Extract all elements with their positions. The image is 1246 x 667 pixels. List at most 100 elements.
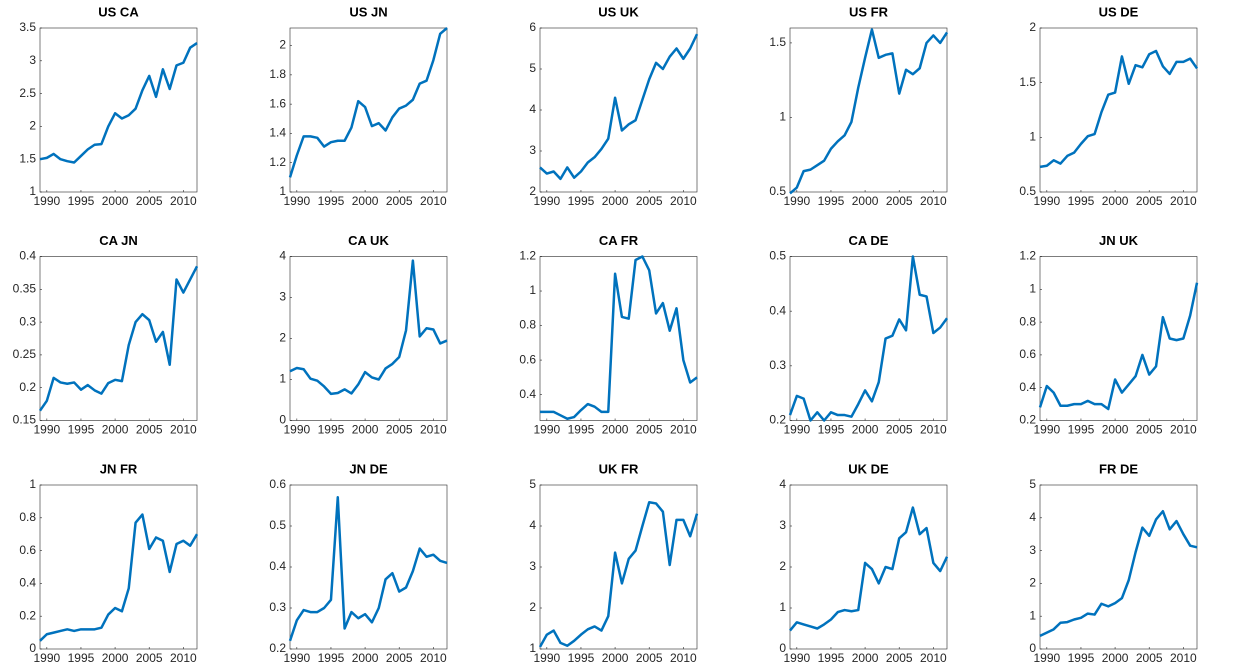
y-tick-label: 1.6 xyxy=(269,96,286,110)
x-tick-label: 1990 xyxy=(33,194,60,208)
y-tick-label: 2 xyxy=(529,600,536,614)
x-tick-label: 1990 xyxy=(533,423,560,437)
series-line xyxy=(788,255,949,422)
y-tick-label: 5 xyxy=(1029,477,1036,491)
x-tick-label: 2000 xyxy=(852,651,879,665)
x-tick-label: 2000 xyxy=(602,423,629,437)
panel-title: CA DE xyxy=(849,233,889,248)
y-tick-label: 4 xyxy=(779,477,786,491)
x-tick-label: 2010 xyxy=(170,423,197,437)
series-line xyxy=(289,259,448,396)
y-tick-label: 0.6 xyxy=(1019,347,1036,361)
y-tick-label: 0 xyxy=(279,413,286,427)
series-line xyxy=(1039,49,1199,169)
y-tick-label: 3 xyxy=(779,518,786,532)
y-tick-label: 3 xyxy=(1029,543,1036,557)
plot-area xyxy=(1039,484,1198,650)
series-line xyxy=(538,500,699,648)
y-tick-label: 0.8 xyxy=(519,318,536,332)
x-tick-label: 2005 xyxy=(1136,194,1163,208)
series-line xyxy=(1038,282,1199,411)
x-tick-label: 1995 xyxy=(318,423,345,437)
series-line xyxy=(540,255,698,421)
x-tick-label: 1990 xyxy=(33,651,60,665)
y-tick-label: 0.5 xyxy=(769,184,786,198)
y-tick-label: 1.5 xyxy=(1019,75,1036,89)
x-tick-label: 1995 xyxy=(568,651,595,665)
y-tick-label: 1 xyxy=(1029,281,1036,295)
x-tick-label: 2005 xyxy=(386,194,413,208)
plot-area xyxy=(39,27,198,193)
y-tick-label: 0.4 xyxy=(519,387,536,401)
x-tick-label: 2010 xyxy=(420,194,447,208)
y-tick-label: 1 xyxy=(779,600,786,614)
panel-title: FR DE xyxy=(1099,461,1138,476)
y-tick-label: 1 xyxy=(529,283,536,297)
x-tick-label: 1995 xyxy=(68,423,95,437)
y-tick-label: 2 xyxy=(279,331,286,345)
y-tick-label: 0.8 xyxy=(19,510,36,524)
x-tick-label: 2010 xyxy=(670,651,697,665)
y-tick-label: 0.5 xyxy=(769,249,786,263)
y-tick-label: 1.4 xyxy=(269,126,286,140)
plot-area xyxy=(289,484,448,650)
x-tick-label: 2010 xyxy=(1170,423,1197,437)
panel-title: US FR xyxy=(849,4,889,19)
x-tick-label: 1995 xyxy=(318,194,345,208)
x-tick-label: 1995 xyxy=(568,194,595,208)
x-tick-label: 2010 xyxy=(420,423,447,437)
x-tick-label: 2000 xyxy=(102,194,129,208)
y-tick-label: 0.25 xyxy=(13,347,37,361)
x-tick-label: 2000 xyxy=(102,651,129,665)
x-tick-label: 1995 xyxy=(68,651,95,665)
x-tick-label: 1995 xyxy=(818,194,845,208)
x-tick-label: 1990 xyxy=(533,194,560,208)
y-tick-label: 0.8 xyxy=(1019,314,1036,328)
x-tick-label: 2005 xyxy=(386,651,413,665)
x-tick-label: 1995 xyxy=(818,423,845,437)
x-tick-label: 1995 xyxy=(1068,194,1095,208)
x-tick-label: 2005 xyxy=(886,651,913,665)
x-tick-label: 1995 xyxy=(1068,651,1095,665)
y-tick-label: 0.3 xyxy=(269,600,286,614)
y-tick-label: 0.5 xyxy=(269,518,286,532)
y-tick-label: 1 xyxy=(279,184,286,198)
y-tick-label: 1 xyxy=(279,372,286,386)
y-tick-label: 0.4 xyxy=(769,303,786,317)
plot-area xyxy=(39,256,198,421)
y-tick-label: 0.5 xyxy=(1019,184,1036,198)
x-tick-label: 2005 xyxy=(636,651,663,665)
x-tick-label: 2000 xyxy=(602,651,629,665)
panel-title: CA UK xyxy=(348,233,389,248)
y-tick-label: 3.5 xyxy=(19,20,36,34)
panel-title: US CA xyxy=(98,4,139,19)
y-tick-label: 2 xyxy=(779,559,786,573)
x-tick-label: 2010 xyxy=(920,423,947,437)
panel-title: CA JN xyxy=(99,233,138,248)
x-tick-label: 1990 xyxy=(1033,194,1060,208)
panel-title: JN FR xyxy=(100,461,138,476)
y-tick-label: 3 xyxy=(529,143,536,157)
y-tick-label: 0.4 xyxy=(269,559,286,573)
y-tick-label: 4 xyxy=(1029,510,1036,524)
y-tick-label: 2 xyxy=(29,119,36,133)
y-tick-label: 2 xyxy=(279,38,286,52)
y-tick-label: 0.4 xyxy=(19,576,36,590)
y-tick-label: 1.2 xyxy=(1019,249,1036,263)
x-tick-label: 2010 xyxy=(920,194,947,208)
x-tick-label: 1990 xyxy=(33,423,60,437)
x-tick-label: 1990 xyxy=(783,194,810,208)
y-tick-label: 5 xyxy=(529,61,536,75)
x-tick-label: 2000 xyxy=(1102,423,1129,437)
panel-title: US UK xyxy=(598,4,639,19)
series-line xyxy=(288,496,448,642)
plot-area xyxy=(289,27,448,193)
x-tick-label: 2010 xyxy=(1170,194,1197,208)
y-tick-label: 0.2 xyxy=(19,380,36,394)
y-tick-label: 0.2 xyxy=(269,641,286,655)
y-tick-label: 5 xyxy=(529,477,536,491)
plot-area xyxy=(39,484,198,650)
y-tick-label: 1 xyxy=(1029,608,1036,622)
y-tick-label: 2 xyxy=(529,184,536,198)
y-tick-label: 0.6 xyxy=(19,543,36,557)
